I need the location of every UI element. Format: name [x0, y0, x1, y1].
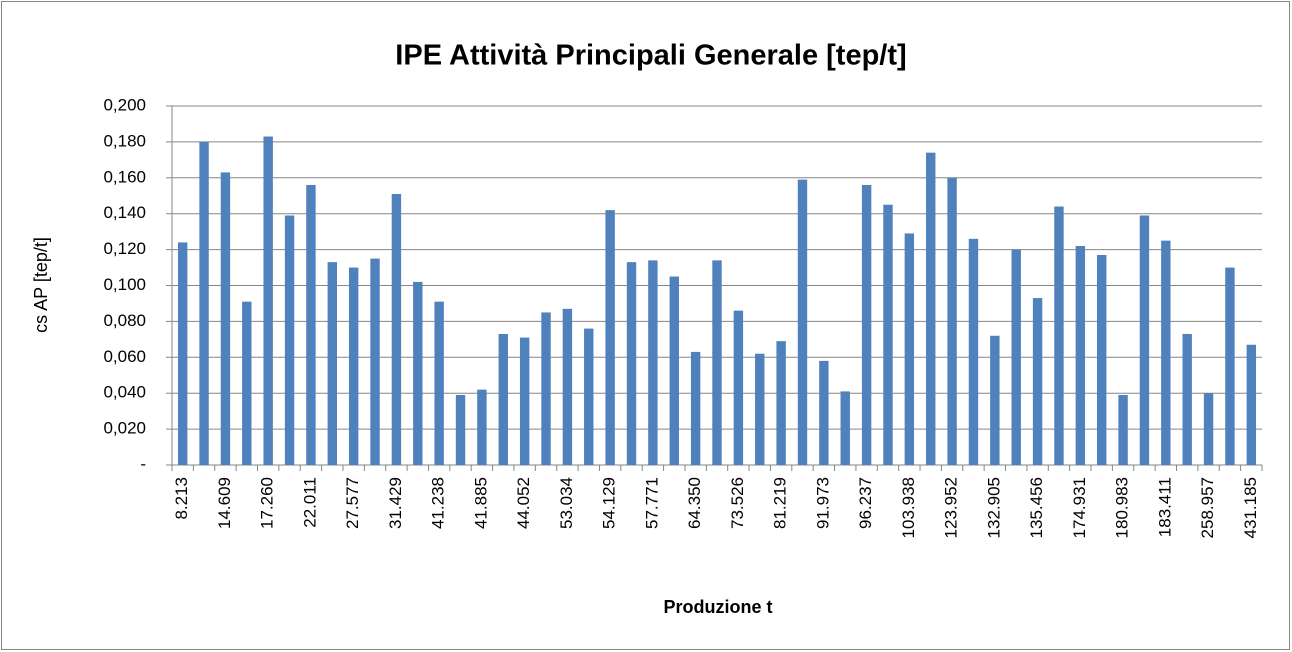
bar — [1182, 333, 1192, 465]
bar — [477, 389, 487, 465]
bar — [1011, 249, 1021, 465]
x-tick-label: 132.905 — [984, 477, 1003, 538]
bar — [434, 301, 444, 465]
x-tick-label: 73.526 — [728, 477, 747, 529]
bar — [1161, 240, 1171, 465]
y-tick-label: - — [140, 454, 146, 473]
bar — [1054, 206, 1064, 465]
bar — [1097, 254, 1107, 465]
x-tick-label: 57.771 — [642, 477, 661, 529]
bar — [605, 210, 615, 465]
y-tick-label: 0,180 — [103, 131, 146, 150]
x-tick-label: 22.011 — [300, 477, 319, 528]
y-tick-label: 0,140 — [103, 203, 146, 222]
bar — [776, 341, 786, 465]
bar — [840, 391, 850, 465]
x-tick-label: 180.983 — [1113, 477, 1132, 538]
x-axis-label: Produzione t — [664, 597, 773, 617]
y-tick-label: 0,100 — [103, 275, 146, 294]
bar — [861, 184, 872, 466]
x-tick-label: 41.238 — [429, 477, 448, 529]
x-tick-label: 431.185 — [1241, 477, 1260, 538]
bar — [926, 152, 936, 466]
x-tick-label: 64.350 — [685, 477, 704, 529]
x-tick-label: 123.952 — [942, 477, 961, 538]
x-tick-label: 135.456 — [1027, 477, 1046, 538]
bar — [1203, 393, 1214, 465]
x-tick-label: 54.129 — [600, 477, 619, 529]
bar — [284, 215, 295, 465]
bar — [242, 301, 252, 465]
x-tick-label: 183.411 — [1155, 477, 1174, 537]
y-tick-label: 0,040 — [103, 383, 146, 402]
x-tick-label: 174.931 — [1070, 477, 1089, 538]
bar — [1225, 267, 1235, 465]
bar — [669, 276, 679, 465]
bar — [348, 267, 359, 465]
bar — [968, 238, 979, 465]
bar — [648, 260, 658, 465]
bar — [391, 193, 402, 465]
x-tick-label: 258.957 — [1198, 477, 1217, 538]
bar — [1075, 246, 1086, 465]
bar — [306, 184, 316, 466]
y-tick-label: 0,120 — [103, 239, 146, 258]
bar — [755, 353, 765, 465]
bar — [626, 262, 637, 465]
bar — [990, 335, 1000, 465]
bar — [519, 337, 530, 465]
y-tick-label: 0,020 — [103, 419, 146, 438]
chart-title: IPE Attività Principali Generale [tep/t] — [395, 40, 906, 72]
x-tick-label: 17.260 — [258, 477, 277, 529]
bar — [947, 177, 957, 466]
bar — [733, 310, 744, 465]
bar — [1139, 215, 1150, 465]
bar — [177, 242, 188, 465]
bar — [455, 394, 466, 465]
bar — [1118, 394, 1128, 465]
x-tick-label: 8.213 — [172, 477, 191, 520]
bar — [1246, 344, 1257, 465]
y-tick-label: 0,060 — [103, 347, 146, 366]
bar — [883, 204, 893, 465]
bar — [541, 312, 551, 465]
bar — [498, 333, 508, 465]
x-tick-label: 41.885 — [471, 477, 490, 529]
bar — [370, 258, 380, 465]
bar — [263, 136, 273, 465]
x-tick-label: 27.577 — [343, 477, 362, 529]
x-tick-label: 53.034 — [557, 477, 576, 529]
bar — [712, 260, 722, 465]
bar — [584, 328, 594, 465]
bar — [199, 141, 209, 465]
y-tick-label: 0,080 — [103, 311, 146, 330]
x-tick-label: 96.237 — [856, 477, 875, 529]
bar — [904, 233, 915, 465]
x-tick-label: 44.052 — [514, 477, 533, 529]
y-tick-label: 0,200 — [103, 95, 146, 114]
x-tick-label: 91.973 — [813, 477, 832, 529]
x-tick-label: 14.609 — [215, 477, 234, 529]
x-tick-label: 103.938 — [899, 477, 918, 538]
bar — [797, 179, 808, 465]
bar — [1032, 298, 1043, 465]
bar — [562, 308, 573, 465]
x-tick-label: 31.429 — [386, 477, 405, 529]
bar — [819, 360, 829, 465]
y-axis-label: cs AP [tep/t] — [31, 237, 51, 333]
x-tick-label: 81.219 — [771, 477, 790, 529]
bar — [220, 172, 231, 466]
bar — [690, 351, 701, 465]
bar — [327, 262, 337, 465]
y-tick-label: 0,160 — [103, 167, 146, 186]
bar — [413, 281, 423, 465]
